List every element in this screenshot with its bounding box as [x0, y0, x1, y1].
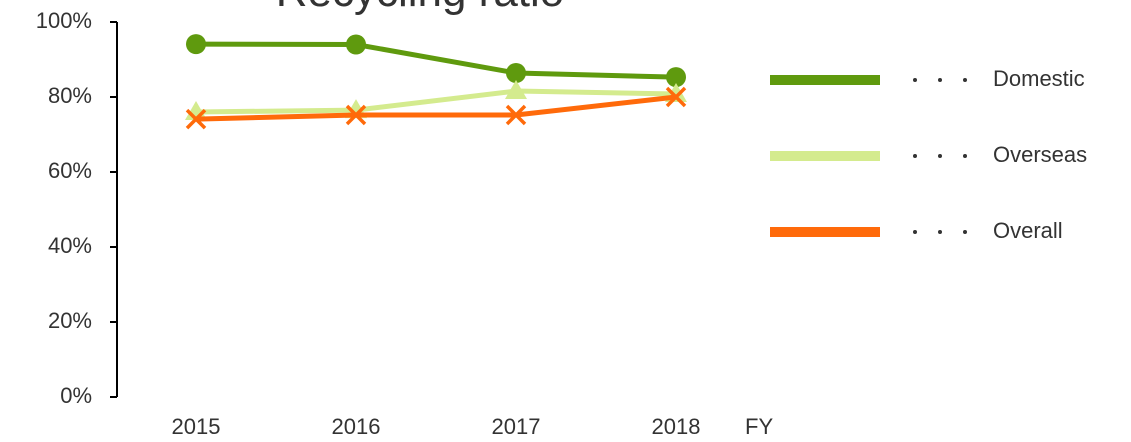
- x-axis-label: FY: [745, 414, 773, 439]
- point: [346, 34, 366, 55]
- legend-label: Domestic: [993, 66, 1085, 91]
- y-tick-label: 20%: [48, 308, 92, 333]
- point: [505, 104, 527, 126]
- legend-dot: [938, 154, 942, 158]
- x-tick-label: 2016: [332, 414, 381, 439]
- legend-dot: [913, 78, 917, 82]
- legend-dot: [938, 78, 942, 82]
- legend-label: Overseas: [993, 142, 1087, 167]
- y-tick-label: 60%: [48, 158, 92, 183]
- point: [185, 108, 207, 130]
- legend-dot: [913, 154, 917, 158]
- series-line: [195, 94, 677, 122]
- legend-dot: [963, 78, 967, 82]
- x-tick-label: 2017: [492, 414, 541, 439]
- point: [665, 86, 687, 108]
- legend-dot: [963, 154, 967, 158]
- legend-dot: [913, 230, 917, 234]
- y-tick-label: 80%: [48, 83, 92, 108]
- legend-dot: [963, 230, 967, 234]
- chart-title: Recycling ratio: [276, 0, 565, 16]
- y-tick-label: 40%: [48, 233, 92, 258]
- y-tick-label: 0%: [60, 383, 92, 408]
- point: [186, 34, 206, 55]
- y-tick-label: 100%: [36, 8, 92, 33]
- point: [345, 104, 367, 126]
- point: [666, 67, 686, 88]
- x-tick-label: 2015: [172, 414, 221, 439]
- legend-label: Overall: [993, 218, 1063, 243]
- legend-dot: [938, 230, 942, 234]
- series-line: [195, 41, 677, 80]
- point: [506, 63, 526, 83]
- x-tick-label: 2018: [652, 414, 701, 439]
- point: [505, 80, 527, 99]
- series-line: [195, 88, 677, 115]
